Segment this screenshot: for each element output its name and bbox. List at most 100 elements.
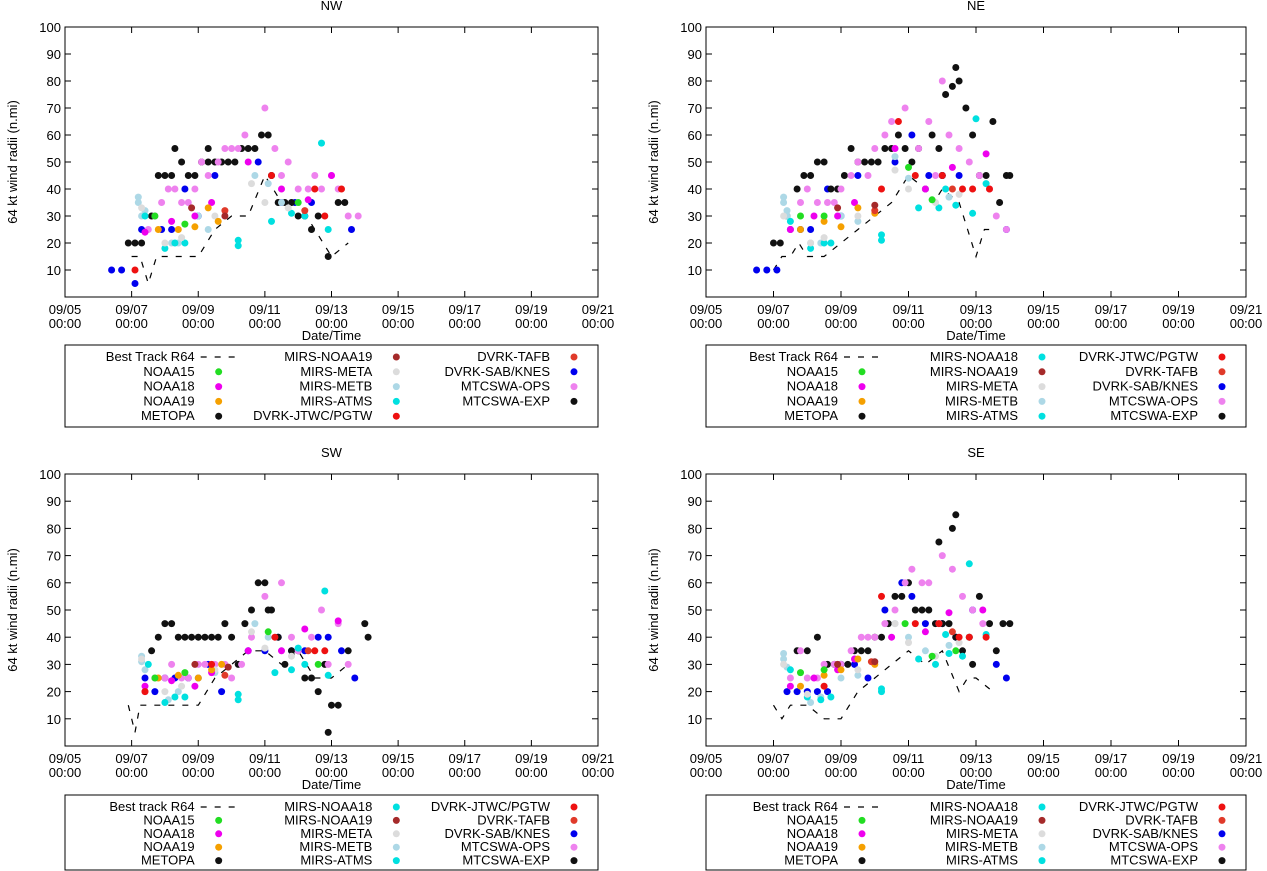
data-point [294,185,302,193]
legend-box [705,794,1247,871]
legend-swatch-dot [1038,816,1046,824]
legend-swatch-dot [392,816,400,824]
x-tick-time: 00:00 [49,765,82,780]
data-point [986,620,993,628]
data-point [820,239,828,247]
data-point [928,196,936,204]
data-point [188,204,196,212]
data-point [986,185,993,193]
data-point [992,212,1000,220]
data-point [905,185,912,193]
data-point [871,145,879,152]
data-point [894,131,902,139]
legend-swatch-dot [1038,843,1046,851]
chart-title: SW [321,445,343,460]
y-tick-label: 30 [688,657,702,672]
x-tick-time: 00:00 [448,316,481,331]
chart-title: NE [967,0,985,13]
data-point [221,207,229,215]
data-point [948,628,956,636]
data-point [938,77,946,85]
data-point [911,620,919,628]
y-tick-label: 10 [47,712,61,727]
legend-box [64,344,599,428]
data-point [251,172,259,179]
legend-swatch-dot [1218,843,1226,851]
data-point [851,199,858,206]
data-point [288,647,295,655]
legend-swatch-dot [570,830,578,838]
data-point [871,207,879,215]
series-mirs-noaa19 [834,201,879,212]
data-point [847,145,855,152]
data-point [158,199,166,206]
data-point [161,699,169,706]
data-point [962,104,970,112]
legend-swatch-dot [858,857,866,865]
data-point [161,620,169,628]
data-point [905,639,912,647]
data-point [864,172,872,179]
x-tick-time: 00:00 [49,316,82,331]
data-point [945,641,953,649]
series-mirs-noaa19 [834,658,879,668]
data-point [234,242,242,250]
x-tick-time: 00:00 [1162,765,1195,780]
legend-box [64,794,599,871]
data-point [168,677,176,685]
data-point [201,633,209,641]
series-dvrk-tafb [221,207,309,215]
x-tick-date: 09/19 [515,302,548,317]
data-point [304,185,312,193]
x-tick-date: 09/09 [825,302,858,317]
series-mirs-noaa18 [942,631,950,638]
data-point [224,663,232,671]
data-point [324,660,332,668]
data-point [301,674,309,682]
data-point [918,579,926,587]
data-point [888,118,896,125]
data-point [321,587,329,595]
legend-label: MTCSWA-EXP [1110,853,1198,868]
series-noaa18 [786,145,990,233]
x-tick-time: 00:00 [1230,316,1263,331]
data-point [248,606,255,614]
data-point [959,647,966,655]
data-point [938,552,946,560]
data-point [942,91,950,98]
x-tick-time: 00:00 [757,765,790,780]
data-point [908,565,916,573]
data-point [244,647,252,655]
series-dvrk-jtwc [131,172,345,274]
data-point [321,647,329,655]
legend-label: NOAA19 [143,839,194,854]
data-point [813,199,821,206]
data-point [992,660,1000,668]
data-point [908,592,916,600]
data-point [171,239,179,247]
data-point [304,196,312,204]
legend-swatch-dot [392,843,400,851]
data-point [827,185,835,193]
legend-swatch-dot [392,412,400,420]
chart-panel-ne: NE10203040506070809010009/0500:0009/0700… [646,0,1263,428]
y-tick-label: 20 [47,685,61,700]
data-point [975,172,983,179]
legend-swatch-dot [570,816,578,824]
x-tick-date: 09/21 [1230,751,1263,766]
data-point [228,674,236,682]
data-point [351,674,359,682]
legend-swatch-dot [1038,383,1046,391]
y-tick-label: 100 [39,20,61,35]
series-metopa [324,728,332,736]
data-point [847,172,855,179]
data-point [965,633,973,641]
data-point [834,212,842,220]
data-point [925,579,933,587]
x-tick-date: 09/07 [757,751,790,766]
data-point [817,696,825,704]
data-point [854,666,862,674]
x-tick-date: 09/13 [960,302,993,317]
data-point [261,592,269,600]
legend-swatch-dot [392,368,400,376]
